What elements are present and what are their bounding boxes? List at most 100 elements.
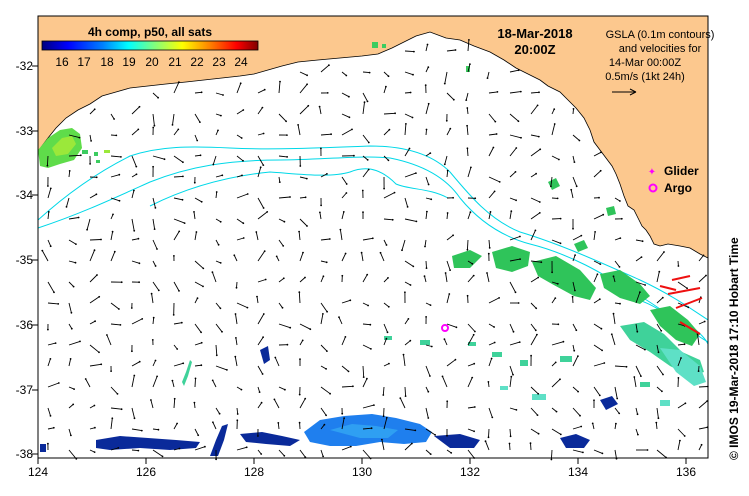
velocity-arrow-head xyxy=(256,295,258,298)
velocity-arrow xyxy=(446,170,449,178)
velocity-arrow-head xyxy=(406,206,409,208)
velocity-arrow xyxy=(173,281,180,292)
velocity-arrow xyxy=(362,323,371,326)
sst-patch xyxy=(40,444,46,452)
velocity-arrow xyxy=(572,134,580,141)
velocity-arrow xyxy=(362,449,371,459)
velocity-arrow xyxy=(66,197,70,208)
velocity-arrow-head xyxy=(93,108,96,111)
velocity-arrow-head xyxy=(118,199,121,202)
velocity-arrow-head xyxy=(264,278,267,281)
velocity-arrow-head xyxy=(572,227,574,230)
velocity-arrow-head xyxy=(612,275,615,278)
velocity-arrow-head xyxy=(130,307,133,309)
velocity-arrow-head xyxy=(441,375,444,378)
velocity-arrow-head xyxy=(138,262,141,265)
velocity-arrow-head xyxy=(424,245,426,248)
velocity-arrow xyxy=(530,443,532,451)
velocity-arrow-head xyxy=(601,452,604,455)
velocity-arrow-head xyxy=(443,163,446,166)
velocity-arrow-head xyxy=(508,442,511,445)
velocity-arrow xyxy=(572,386,579,392)
velocity-arrow-head xyxy=(408,147,411,150)
velocity-arrow xyxy=(212,380,217,388)
velocity-arrow-head xyxy=(178,230,181,233)
velocity-arrow xyxy=(68,386,75,390)
velocity-arrow xyxy=(171,380,175,388)
velocity-arrow xyxy=(446,212,449,220)
velocity-arrow xyxy=(194,342,202,346)
velocity-arrow xyxy=(362,92,368,102)
velocity-arrow xyxy=(68,428,72,436)
velocity-arrow xyxy=(530,105,538,115)
sst-patch xyxy=(434,434,480,448)
velocity-arrow xyxy=(215,218,221,223)
velocity-arrow xyxy=(341,176,348,185)
velocity-arrow-head xyxy=(515,147,518,149)
velocity-arrow xyxy=(68,449,77,460)
velocity-arrow xyxy=(152,218,156,230)
velocity-arrow-head xyxy=(306,225,308,227)
velocity-arrow-head xyxy=(193,401,196,404)
velocity-arrow-head xyxy=(553,123,556,125)
velocity-arrow-head xyxy=(412,73,414,76)
velocity-arrow-head xyxy=(195,231,198,233)
velocity-arrow xyxy=(173,322,182,325)
velocity-arrow xyxy=(68,404,74,409)
velocity-arrow xyxy=(215,365,228,371)
velocity-arrow-head xyxy=(96,274,98,276)
velocity-arrow xyxy=(341,211,345,220)
colorbar-tick: 18 xyxy=(100,55,114,69)
velocity-arrow-head xyxy=(349,299,352,302)
velocity-arrow-head xyxy=(217,243,220,246)
colorbar-tick: 17 xyxy=(77,55,91,69)
velocity-arrow-head xyxy=(171,379,174,382)
velocity-arrow xyxy=(41,250,49,262)
velocity-arrow-head xyxy=(619,302,621,305)
velocity-arrow xyxy=(446,92,455,101)
argo-float-marker[interactable] xyxy=(441,324,449,332)
velocity-arrow xyxy=(362,274,368,283)
velocity-arrow-head xyxy=(217,129,219,132)
velocity-arrow xyxy=(530,407,538,416)
velocity-arrow xyxy=(635,256,642,262)
velocity-arrow xyxy=(298,231,301,241)
velocity-arrow xyxy=(467,39,470,52)
velocity-arrow-head xyxy=(657,417,660,420)
velocity-arrow xyxy=(257,89,265,94)
velocity-arrow-head xyxy=(598,298,601,301)
velocity-arrow-head xyxy=(534,229,537,232)
velocity-arrow xyxy=(488,428,490,438)
velocity-arrow xyxy=(530,230,536,241)
velocity-arrow xyxy=(488,91,498,94)
velocity-arrow-head xyxy=(644,284,646,286)
velocity-arrow xyxy=(404,218,417,222)
velocity-arrow xyxy=(383,338,387,346)
velocity-arrow-head xyxy=(152,165,155,168)
velocity-arrow-head xyxy=(70,434,72,437)
velocity-arrow xyxy=(47,239,52,247)
velocity-arrow-head xyxy=(53,291,55,294)
velocity-arrow-head xyxy=(469,63,471,65)
velocity-arrow-head xyxy=(404,291,406,294)
velocity-arrow xyxy=(131,318,143,325)
velocity-arrow-head xyxy=(73,388,75,390)
velocity-arrow-head xyxy=(138,105,141,108)
velocity-arrow xyxy=(488,211,491,220)
velocity-arrow xyxy=(47,281,55,293)
velocity-arrow xyxy=(698,321,705,325)
velocity-arrow-head xyxy=(98,351,100,354)
velocity-arrow-head xyxy=(52,426,55,429)
velocity-arrow-head xyxy=(65,206,68,208)
velocity-arrow-head xyxy=(176,348,179,350)
velocity-arrow-head xyxy=(600,327,603,330)
velocity-arrow-head xyxy=(489,211,492,213)
land-mass xyxy=(37,15,709,259)
velocity-arrow-head xyxy=(534,329,537,332)
velocity-arrow xyxy=(89,320,96,325)
velocity-arrow-head xyxy=(152,316,155,319)
velocity-arrow-head xyxy=(173,397,176,400)
velocity-arrow-head xyxy=(414,429,417,432)
velocity-arrow xyxy=(656,271,660,283)
velocity-arrow-head xyxy=(286,343,289,346)
